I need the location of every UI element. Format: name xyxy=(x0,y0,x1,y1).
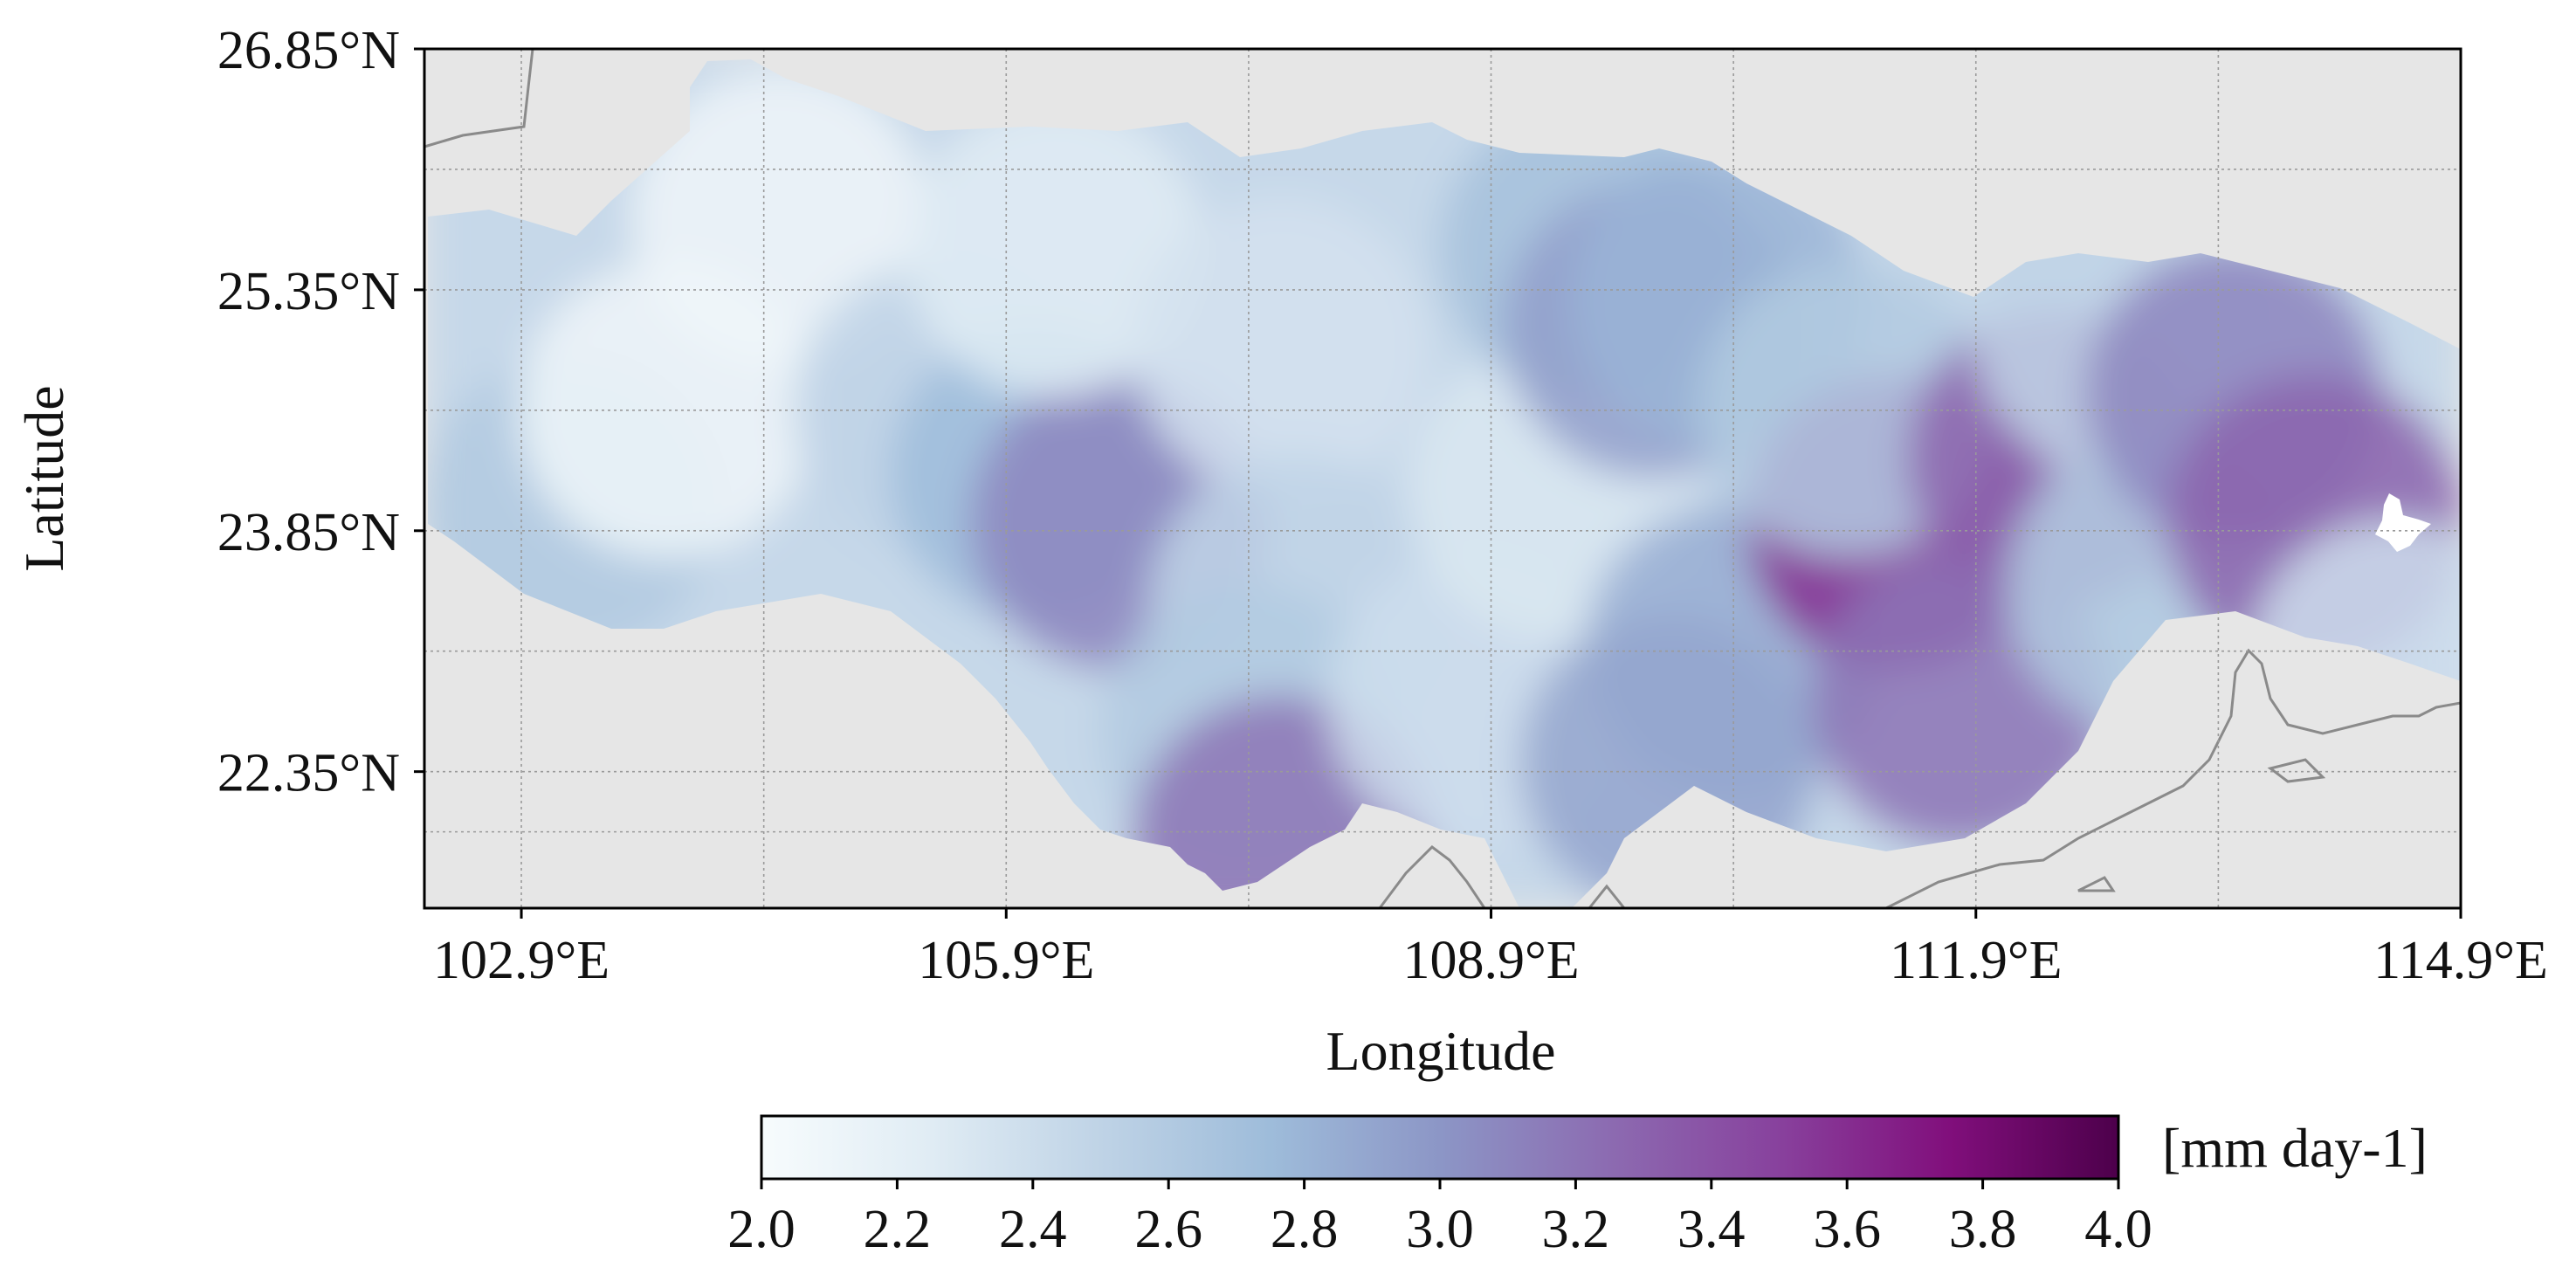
x-tick-label-3: 111.9°E xyxy=(1890,931,2063,990)
y-axis-title: Latitude xyxy=(13,385,75,571)
colorbar-tick-label-4: 2.8 xyxy=(1271,1200,1339,1259)
field-cell-7 xyxy=(1132,197,1429,495)
colorbar-tick-label-8: 3.6 xyxy=(1813,1200,1881,1259)
lake-shape xyxy=(2375,493,2431,552)
x-axis-tick-labels: 102.9°E 105.9°E 108.9°E 111.9°E 114.9°E xyxy=(433,908,2548,990)
y-axis-tick-labels: 26.85°N 25.35°N 23.85°N 22.35°N xyxy=(217,21,424,803)
colorbar-tick-labels: 2.0 2.2 2.4 2.6 2.8 3.0 3.2 3.4 3.6 3.8 4.0 xyxy=(727,1179,2152,1259)
x-tick-label-2: 108.9°E xyxy=(1402,931,1579,990)
map-plot-area xyxy=(423,47,2462,910)
colorbar-unit-label: [mm day-1] xyxy=(2162,1117,2428,1179)
coastline xyxy=(424,49,2461,908)
x-tick-label-4: 114.9°E xyxy=(2373,931,2548,990)
x-axis-title: Longitude xyxy=(1326,1020,1555,1082)
x-tick-label-1: 105.9°E xyxy=(918,931,1094,990)
x-tick-label-0: 102.9°E xyxy=(433,931,610,990)
colorbar-tick-label-2: 2.4 xyxy=(999,1200,1067,1259)
colorbar-tick-label-0: 2.0 xyxy=(727,1200,796,1259)
colorbar-tick-label-5: 3.0 xyxy=(1406,1200,1474,1259)
gridlines xyxy=(424,49,2461,908)
colorbar-tick-label-10: 4.0 xyxy=(2084,1200,2152,1259)
colorbar: 2.0 2.2 2.4 2.6 2.8 3.0 3.2 3.4 3.6 3.8 4.0 [mm da… xyxy=(727,1114,2428,1259)
y-tick-label-3: 22.35°N xyxy=(217,744,400,803)
y-tick-label-2: 23.85°N xyxy=(217,503,400,562)
colorbar-tick-label-6: 3.2 xyxy=(1542,1200,1610,1259)
y-tick-label-0: 26.85°N xyxy=(217,21,400,80)
colorbar-tick-label-1: 2.2 xyxy=(864,1200,932,1259)
y-tick-label-1: 25.35°N xyxy=(217,262,400,321)
colorbar-tick-label-7: 3.4 xyxy=(1677,1200,1746,1259)
colorbar-gradient xyxy=(760,1114,2120,1181)
field-cell-6 xyxy=(906,100,1203,398)
colorbar-tick-label-9: 3.8 xyxy=(1949,1200,2017,1259)
map-frame xyxy=(423,47,2462,910)
colorbar-tick-label-3: 2.6 xyxy=(1134,1200,1202,1259)
